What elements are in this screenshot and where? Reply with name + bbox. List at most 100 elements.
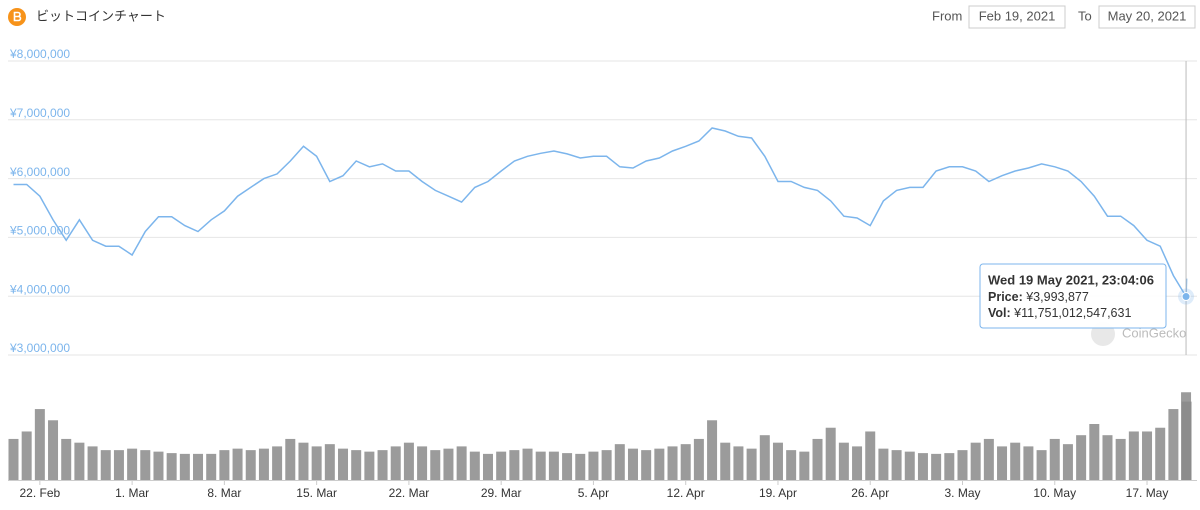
volume-bar [61, 438, 72, 480]
volume-bar [1062, 444, 1073, 480]
volume-bar [601, 450, 612, 480]
volume-bar [917, 453, 928, 480]
volume-bar [970, 442, 981, 480]
x-tick-label: 22. Feb [20, 486, 61, 500]
volume-bar [153, 451, 164, 480]
plot-area: ¥3,000,000 ¥4,000,000 ¥5,000,000 ¥6,000,000… [8, 47, 1197, 500]
volume-bar [1010, 442, 1021, 480]
volume-bar [654, 448, 665, 480]
y-tick-label: ¥6,000,000 [9, 165, 70, 179]
volume-bar [8, 438, 19, 480]
x-tick-label: 5. Apr [578, 486, 609, 500]
hover-point [1181, 292, 1191, 302]
volume-bar [245, 450, 256, 480]
volume-bar [272, 446, 283, 480]
volume-bar [430, 450, 441, 480]
y-tick-label: ¥7,000,000 [9, 106, 70, 120]
x-tick-label: 17. May [1126, 486, 1169, 500]
volume-bar [1155, 427, 1166, 480]
volume-bar [627, 448, 638, 480]
volume-bar [852, 446, 863, 480]
volume-bar [865, 431, 876, 480]
to-date-input[interactable] [1098, 5, 1196, 29]
from-date[interactable]: Feb 19, 2021 [979, 8, 1056, 23]
volume-bar [298, 442, 309, 480]
volume-bar [87, 446, 98, 480]
volume-bar [377, 450, 388, 480]
volume-bar [311, 446, 322, 480]
tooltip-price-value: ¥3,993,877 [1025, 290, 1089, 304]
volume-bar [469, 451, 480, 480]
volume-bar [496, 451, 507, 480]
tooltip: Wed 19 May 2021, 23:04:06 Price: ¥3,993,… [979, 263, 1167, 329]
volume-bar [680, 444, 691, 480]
from-date-input[interactable] [968, 5, 1066, 29]
volume-bar [1049, 438, 1060, 480]
volume-bar [786, 450, 797, 480]
x-tick-label: 22. Mar [389, 486, 430, 500]
volume-bar [443, 448, 454, 480]
volume-bar [588, 451, 599, 480]
tooltip-title: Wed 19 May 2021, 23:04:06 [988, 272, 1154, 287]
volume-bar [1089, 424, 1100, 480]
volume-bar [206, 453, 217, 480]
to-date[interactable]: May 20, 2021 [1108, 8, 1187, 23]
volume-bar [983, 438, 994, 480]
volume-bar [891, 450, 902, 480]
watermark: CoinGecko [1122, 325, 1186, 340]
volume-bar [285, 438, 296, 480]
volume-bar [417, 446, 428, 480]
volume-bar [614, 444, 625, 480]
volume-bar [48, 420, 59, 480]
volume-bar [759, 435, 770, 480]
volume-bar [693, 438, 704, 480]
volume-bar [522, 448, 533, 480]
volume-bar [1181, 401, 1192, 480]
volume-bar [113, 450, 124, 480]
volume-bar [1076, 435, 1087, 480]
y-tick-label: ¥5,000,000 [9, 224, 70, 238]
volume-bar [232, 448, 243, 480]
volume-bar [482, 453, 493, 480]
volume-bar [799, 451, 810, 480]
volume-bar [667, 446, 678, 480]
x-tick-label: 8. Mar [207, 486, 241, 500]
bitcoin-icon-glyph [13, 11, 22, 22]
to-label: To [1078, 8, 1092, 23]
x-tick-label: 26. Apr [851, 486, 889, 500]
volume-bar [403, 442, 414, 480]
x-tick-label: 3. May [944, 486, 980, 500]
volume-bar [772, 442, 783, 480]
volume-bar [838, 442, 849, 480]
volume-bar [74, 442, 85, 480]
from-label: From [932, 8, 962, 23]
volume-bar [324, 444, 335, 480]
volume-bar [812, 438, 823, 480]
volume-bar [957, 450, 968, 480]
chart-title: ビットコインチャート [36, 8, 166, 23]
x-tick-label: 19. Apr [759, 486, 797, 500]
volume-bar [127, 448, 138, 480]
volume-bar [746, 448, 757, 480]
y-tick-label: ¥4,000,000 [9, 282, 70, 296]
volume-bar [364, 451, 375, 480]
x-tick-label: 15. Mar [296, 486, 337, 500]
y-tick-label: ¥3,000,000 [9, 341, 70, 355]
volume-bar [904, 451, 915, 480]
volume-bar [575, 453, 586, 480]
tooltip-vol: Vol: ¥11,751,012,547,631 [988, 306, 1131, 320]
volume-bar [258, 448, 269, 480]
volume-bar [562, 453, 573, 480]
volume-bar [140, 450, 151, 480]
volume-bar [825, 427, 836, 480]
volume-bar [1142, 431, 1153, 480]
volume-bar [1115, 438, 1126, 480]
volume-bar [944, 453, 955, 480]
volume-bar [166, 453, 177, 480]
y-tick-label: ¥8,000,000 [9, 47, 70, 61]
volume-bar [733, 446, 744, 480]
volume-bar [720, 442, 731, 480]
volume-bar [338, 448, 349, 480]
volume-bar [641, 450, 652, 480]
